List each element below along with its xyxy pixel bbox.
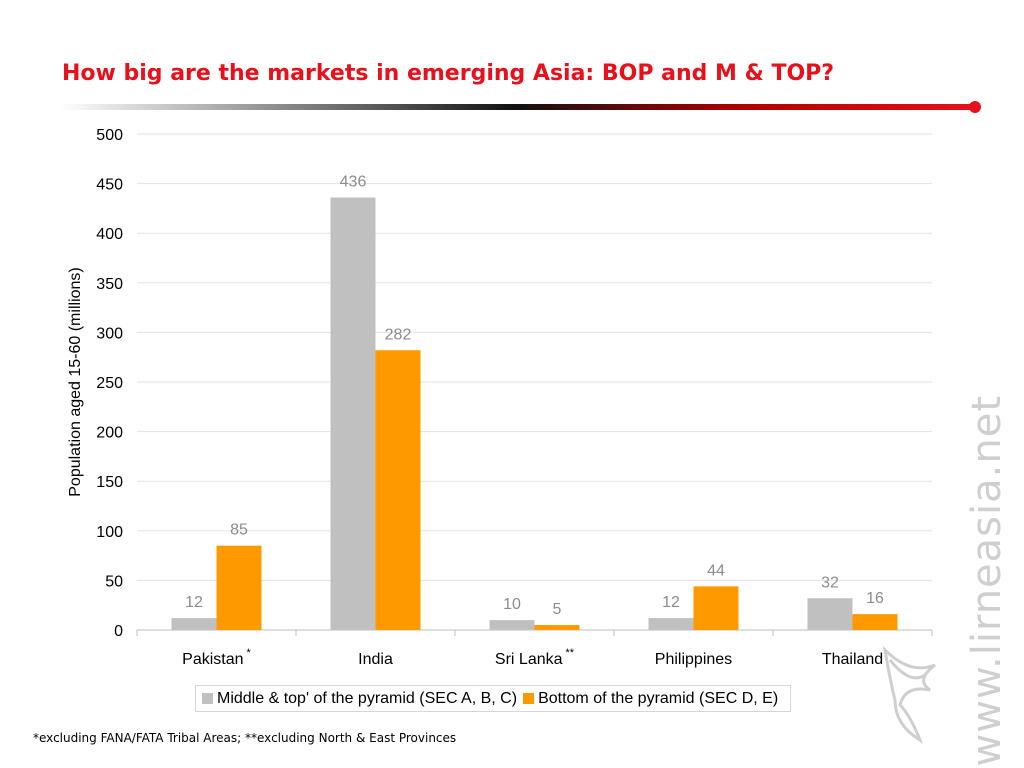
x-tick-label: Philippines <box>655 651 732 668</box>
chart-data-labels: 12 85 436 282 10 5 12 44 32 16 <box>185 173 884 618</box>
x-tick-label: India <box>358 651 393 668</box>
y-tick-label: 500 <box>96 127 123 144</box>
legend-swatch <box>523 693 535 704</box>
watermark: www.lirneasia.net <box>964 395 1010 767</box>
data-label: 436 <box>340 173 367 190</box>
bar <box>807 598 853 630</box>
data-label: 44 <box>707 562 725 579</box>
bar <box>534 625 580 630</box>
title-underline-dot <box>969 101 981 113</box>
x-tick-label: Sri Lanka ** <box>495 647 575 668</box>
legend-label: Middle & top' of the pyramid (SEC A, B, … <box>217 689 518 707</box>
y-tick-label: 400 <box>96 226 123 243</box>
x-axis-ticks: Pakistan * India Sri Lanka ** Philippines Thai… <box>182 647 883 668</box>
legend-item: Bottom of the pyramid (SEC D, E) <box>523 690 778 708</box>
legend-label: Bottom of the pyramid (SEC D, E) <box>538 689 779 707</box>
y-tick-label: 300 <box>96 325 123 342</box>
y-tick-label: 150 <box>96 474 123 491</box>
bar <box>693 586 739 630</box>
data-label: 10 <box>503 596 521 613</box>
data-label: 16 <box>866 590 884 607</box>
x-tick-label: Thailand <box>822 651 883 668</box>
y-tick-label: 350 <box>96 276 123 293</box>
data-label: 5 <box>553 601 562 618</box>
bar <box>648 618 694 630</box>
x-tick-label: Pakistan * <box>182 647 251 668</box>
chart-legend: Middle & top' of the pyramid (SEC A, B, … <box>195 685 792 712</box>
y-tick-label: 50 <box>105 573 123 590</box>
data-label: 12 <box>185 594 203 611</box>
y-tick-label: 200 <box>96 425 123 442</box>
slide-title: How big are the markets in emerging Asia… <box>62 61 835 86</box>
bar <box>489 620 535 630</box>
title-underline-bar <box>60 104 970 110</box>
y-axis-label: Population aged 15-60 (millions) <box>67 267 84 496</box>
legend-swatch <box>202 693 213 704</box>
bar <box>330 197 376 630</box>
data-label: 85 <box>230 522 248 539</box>
data-label: 12 <box>662 594 680 611</box>
y-tick-label: 100 <box>96 524 123 541</box>
title-underline <box>60 101 981 113</box>
y-tick-label: 250 <box>96 375 123 392</box>
x-tick-footnote-marker: * <box>247 647 252 659</box>
bar <box>171 618 217 630</box>
data-label: 32 <box>821 574 839 591</box>
y-tick-label: 450 <box>96 177 123 194</box>
footnote: *excluding FANA/FATA Tribal Areas; **exc… <box>33 731 457 745</box>
y-axis-ticks: 0 50 100 150 200 250 300 350 400 450 500 <box>96 127 123 640</box>
x-tick-footnote-marker: ** <box>566 647 575 659</box>
legend-item: Middle & top' of the pyramid (SEC A, B, … <box>202 690 517 708</box>
bar <box>852 614 898 630</box>
y-tick-label: 0 <box>114 623 123 640</box>
bar <box>375 350 421 630</box>
bar <box>216 545 262 630</box>
chart-gridlines <box>136 133 933 636</box>
chart-bars <box>171 197 898 630</box>
data-label: 282 <box>385 326 412 343</box>
lirneasia-bird-icon <box>882 645 936 744</box>
